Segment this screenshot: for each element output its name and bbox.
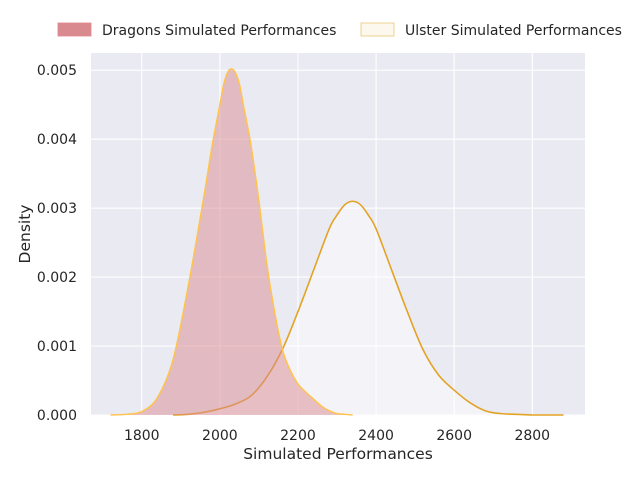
y-axis-label: Density: [16, 205, 34, 264]
y-tick-label: 0.003: [37, 201, 77, 217]
y-tick-label: 0.002: [37, 270, 77, 286]
y-tick-label: 0.000: [37, 408, 77, 424]
plot-background: [91, 53, 585, 415]
x-tick-label: 2200: [280, 428, 316, 444]
dragons-density-line: [110, 68, 353, 416]
y-tick-labels: 0.000 0.001 0.002 0.003 0.004 0.005: [37, 63, 77, 424]
series-layer: [110, 68, 564, 416]
y-tick-label: 0.001: [37, 339, 77, 355]
x-tick-label: 2000: [202, 428, 238, 444]
x-tick-labels: 1800 2000 2200 2400 2600 2800: [124, 428, 550, 444]
legend-label-dragons: Dragons Simulated Performances: [102, 23, 336, 39]
x-tick-label: 2400: [358, 428, 394, 444]
legend: Dragons Simulated Performances Ulster Si…: [57, 22, 622, 39]
y-tick-label: 0.005: [37, 63, 77, 79]
x-tick-label: 2800: [514, 428, 550, 444]
legend-swatch-ulster: [360, 22, 395, 37]
y-tick-label: 0.004: [37, 132, 77, 148]
x-tick-label: 2600: [436, 428, 472, 444]
ulster-density-area: [173, 201, 564, 415]
dragons-density-area: [110, 68, 353, 415]
x-tick-label: 1800: [124, 428, 160, 444]
legend-label-ulster: Ulster Simulated Performances: [405, 23, 622, 39]
x-axis-label: Simulated Performances: [243, 445, 433, 463]
legend-swatch-dragons: [57, 22, 92, 37]
